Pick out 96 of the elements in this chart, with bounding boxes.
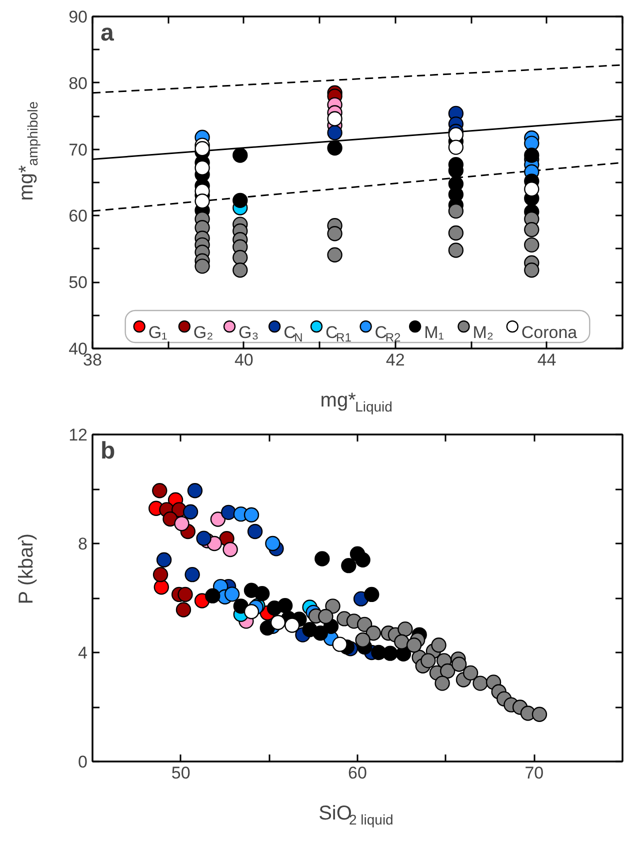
point — [524, 262, 540, 278]
legend-label: G₁ — [148, 323, 168, 342]
x-tick-label: 50 — [171, 764, 190, 782]
point — [284, 618, 300, 633]
point — [327, 111, 342, 126]
point — [356, 616, 372, 632]
y-tick-label: 90 — [68, 8, 88, 26]
y-tick-label: 70 — [68, 140, 88, 160]
point — [524, 148, 540, 163]
point — [406, 638, 422, 653]
point — [364, 586, 380, 602]
point — [451, 656, 467, 672]
point — [462, 665, 478, 681]
point — [431, 638, 446, 653]
point — [162, 511, 178, 527]
y-tick-label: 50 — [68, 273, 88, 292]
point — [532, 706, 548, 722]
x-tick-label: 44 — [537, 350, 556, 370]
y-tick-label: 8 — [78, 534, 88, 554]
point — [154, 580, 169, 595]
point — [152, 483, 168, 498]
point — [270, 614, 286, 630]
point — [232, 148, 248, 163]
point — [232, 250, 248, 266]
point — [222, 542, 238, 558]
point — [448, 203, 464, 219]
point — [194, 258, 210, 274]
point — [232, 192, 248, 208]
point — [434, 676, 450, 691]
point — [312, 626, 328, 641]
legend-label: M₂ — [472, 323, 494, 342]
point — [448, 127, 464, 142]
y-tick-label: 4 — [78, 644, 88, 662]
legend-label: M₁ — [424, 323, 444, 342]
point — [448, 140, 464, 155]
point — [174, 516, 190, 532]
point — [194, 194, 210, 209]
point — [314, 551, 330, 566]
point — [524, 237, 540, 252]
point — [325, 598, 340, 614]
point — [440, 663, 456, 679]
point — [224, 586, 240, 602]
point — [327, 125, 342, 140]
point — [232, 262, 248, 278]
point — [524, 182, 540, 197]
point — [398, 621, 413, 637]
point — [448, 242, 464, 258]
y-axis-title: mg*amphibole — [16, 101, 40, 201]
y-axis-title: P (kbar) — [16, 533, 38, 604]
point — [366, 626, 381, 641]
legend-label: G₂ — [193, 323, 214, 342]
point — [355, 552, 370, 568]
x-tick-label: 42 — [386, 350, 405, 370]
point — [182, 504, 198, 520]
point — [176, 602, 192, 618]
point — [265, 536, 280, 552]
point — [277, 598, 293, 614]
point — [341, 558, 356, 574]
point — [420, 653, 436, 668]
y-tick-label: 80 — [68, 74, 88, 93]
point — [318, 608, 334, 624]
y-tick-label: 60 — [68, 206, 88, 226]
point — [327, 140, 342, 156]
point — [210, 512, 226, 527]
point — [254, 586, 270, 602]
point — [448, 225, 464, 241]
annotation: a — [100, 20, 114, 46]
point — [244, 507, 260, 522]
point — [152, 566, 168, 582]
point — [327, 247, 342, 262]
point — [184, 566, 200, 582]
point — [194, 141, 210, 156]
point — [394, 634, 410, 650]
x-tick-label: 70 — [524, 764, 544, 782]
y-tick-label: 12 — [68, 426, 88, 444]
legend-label: G₃ — [238, 323, 259, 342]
point — [327, 226, 342, 242]
x-tick-label: 40 — [234, 350, 254, 370]
annotation: b — [100, 438, 116, 464]
point — [187, 483, 203, 498]
point — [196, 530, 212, 546]
point — [524, 222, 540, 238]
point — [194, 160, 210, 176]
x-tick-label: 60 — [348, 764, 367, 782]
point — [472, 676, 488, 691]
point — [205, 588, 220, 604]
y-tick-label: 0 — [78, 752, 88, 772]
point — [332, 636, 348, 652]
point — [247, 524, 263, 540]
legend-label: Corona — [521, 323, 578, 342]
point — [220, 504, 236, 520]
point — [156, 552, 172, 568]
point — [178, 586, 193, 602]
point — [244, 604, 260, 620]
point — [355, 632, 370, 648]
point — [382, 646, 398, 661]
